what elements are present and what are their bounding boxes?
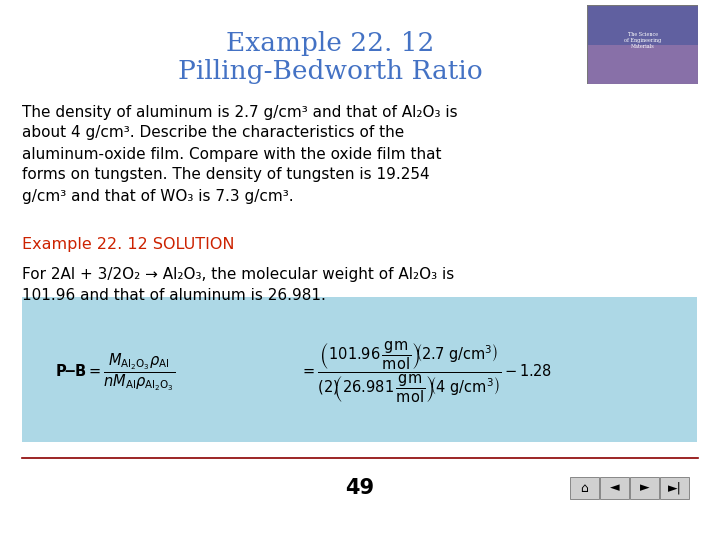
FancyBboxPatch shape xyxy=(570,477,599,499)
Bar xyxy=(587,5,698,44)
Bar xyxy=(587,44,698,84)
Text: forms on tungsten. The density of tungsten is 19.254: forms on tungsten. The density of tungst… xyxy=(22,167,430,183)
FancyBboxPatch shape xyxy=(22,297,697,442)
Text: aluminum-oxide film. Compare with the oxide film that: aluminum-oxide film. Compare with the ox… xyxy=(22,146,441,161)
Text: For 2Al + 3/2O₂ → Al₂O₃, the molecular weight of Al₂O₃ is: For 2Al + 3/2O₂ → Al₂O₃, the molecular w… xyxy=(22,267,454,282)
Text: ⌂: ⌂ xyxy=(580,482,588,495)
Text: $= \dfrac{\left(101.96\,\dfrac{\mathrm{gm}}{\mathrm{mol}}\right)\!\!\left(2.7\ \: $= \dfrac{\left(101.96\,\dfrac{\mathrm{g… xyxy=(300,339,552,405)
Text: ◄: ◄ xyxy=(610,482,619,495)
Text: Example 22. 12: Example 22. 12 xyxy=(226,30,434,56)
FancyBboxPatch shape xyxy=(630,477,659,499)
Text: 101.96 and that of aluminum is 26.981.: 101.96 and that of aluminum is 26.981. xyxy=(22,288,326,303)
Text: $\mathbf{P\!\!-\!\!B} = \dfrac{M_{\mathrm{Al_2O_3}}\rho_{\mathrm{Al}}}{nM_{\math: $\mathbf{P\!\!-\!\!B} = \dfrac{M_{\mathr… xyxy=(55,351,175,393)
Text: Example 22. 12 SOLUTION: Example 22. 12 SOLUTION xyxy=(22,238,235,253)
Text: ►: ► xyxy=(639,482,649,495)
FancyBboxPatch shape xyxy=(660,477,689,499)
Text: Pilling-Bedworth Ratio: Pilling-Bedworth Ratio xyxy=(178,59,482,84)
Text: about 4 g/cm³. Describe the characteristics of the: about 4 g/cm³. Describe the characterist… xyxy=(22,125,404,140)
Text: ►|: ►| xyxy=(667,482,681,495)
Text: The Science
of Engineering
Materials: The Science of Engineering Materials xyxy=(624,32,661,49)
Text: g/cm³ and that of WO₃ is 7.3 g/cm³.: g/cm³ and that of WO₃ is 7.3 g/cm³. xyxy=(22,188,294,204)
Text: 49: 49 xyxy=(346,478,374,498)
Text: The density of aluminum is 2.7 g/cm³ and that of Al₂O₃ is: The density of aluminum is 2.7 g/cm³ and… xyxy=(22,105,458,119)
FancyBboxPatch shape xyxy=(600,477,629,499)
